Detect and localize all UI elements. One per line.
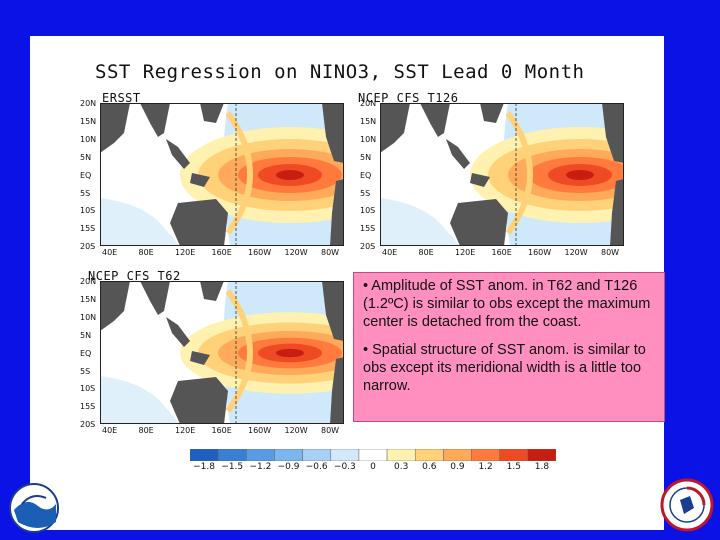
colorbar-tick-label: 0.9 [450,462,465,472]
lon-label: 40E [382,248,398,257]
lon-label: 40E [102,426,118,435]
lat-label: EQ [80,348,92,358]
lat-label: 15N [360,116,377,126]
colorbar-tick-label: −0.6 [305,462,328,472]
colorbar-tick-label: 1.5 [506,462,521,472]
lat-label: 5N [80,330,92,340]
lat-label: 15N [80,294,97,304]
lon-label: 80W [321,248,340,257]
lat-label: 15S [360,224,376,234]
colorbar-segment [330,449,360,461]
lon-label: 80E [138,426,154,435]
notes-box: • Amplitude of SST anom. in T62 and T126… [353,272,665,422]
colorbar-segment [274,449,303,461]
lon-label: 80W [321,426,340,435]
lat-label: 5S [360,188,371,198]
colorbar-segment [358,449,388,461]
lat-label: 10S [80,206,96,216]
sst-map [380,103,624,246]
colorbar-segment [471,449,500,461]
lon-label: 120E [175,426,196,435]
colorbar-tick-label: −0.9 [277,462,300,472]
lon-label: 160W [248,248,272,257]
colorbar-tick-label: −1.8 [193,462,215,472]
colorbar-segment [386,449,416,461]
colorbar [190,449,556,461]
colorbar-tick-label: −0.3 [333,462,356,472]
lon-label: 80E [138,248,154,257]
noaa-logo [9,483,59,533]
lat-label: 5S [80,366,91,376]
lon-label: 120E [175,248,196,257]
map-panel-t126 [380,103,680,263]
colorbar-segment [499,449,529,461]
colorbar-tick-label: 1.8 [534,462,550,472]
colorbar-segment [190,449,219,461]
slide-title: SST Regression on NINO3, SST Lead 0 Mont… [95,61,585,83]
lon-label: 160E [491,248,512,257]
panel-label-t62: NCEP CFS T62 [88,269,181,283]
note-amplitude: • Amplitude of SST anom. in T62 and T126… [363,278,651,330]
colorbar-segment [414,449,444,461]
lon-label: 120W [284,426,308,435]
nws-logo [660,478,714,532]
lat-label: 15N [80,116,97,126]
lat-label: 15S [80,224,96,234]
colorbar-tick-label: 0.3 [393,462,409,472]
sst-map [100,281,344,424]
colorbar-segment [246,449,275,461]
colorbar-segment [443,449,472,461]
lat-label: 5S [80,188,91,198]
lat-label: 10N [360,134,377,144]
lon-label: 160W [248,426,272,435]
map-panel-ersst [100,103,400,263]
lat-label: 10S [80,384,96,394]
lat-label: 5N [80,152,92,162]
panel-label-t126: NCEP CFS T126 [358,91,459,105]
lon-label: 120E [455,248,476,257]
lat-label: 20S [80,242,96,252]
colorbar-tick-label: 0.6 [422,462,437,472]
colorbar-tick-label: 0 [370,462,376,472]
lon-label: 160E [211,426,232,435]
lon-label: 80E [418,248,434,257]
colorbar-tick-label: 1.2 [478,462,493,472]
lon-label: 120W [564,248,588,257]
lat-label: 20S [360,242,376,252]
map-panel-t62 [100,281,400,441]
lat-label: 10S [360,206,376,216]
lat-label: 20N [80,99,97,108]
colorbar-segment [527,449,556,461]
lat-label: EQ [360,170,372,180]
lat-label: 10N [80,312,97,322]
lon-label: 80W [601,248,620,257]
panel-label-ersst: ERSST [102,91,141,105]
lat-label: 20N [360,99,377,108]
colorbar-segment [217,449,247,461]
colorbar-tick-label: −1.5 [221,462,244,472]
lat-label: 10N [80,134,97,144]
lat-label: 15S [80,402,96,412]
lon-label: 120W [284,248,308,257]
sst-map [100,103,344,246]
colorbar-segment [302,449,332,461]
lat-label: 20N [80,277,97,286]
lon-label: 160E [211,248,232,257]
lon-label: 40E [102,248,118,257]
colorbar-tick-label: −1.2 [249,462,272,472]
note-structure: • Spatial structure of SST anom. is simi… [363,342,646,394]
lat-label: 20S [80,420,96,430]
lat-label: 5N [360,152,372,162]
lon-label: 160W [528,248,552,257]
lat-label: EQ [80,170,92,180]
